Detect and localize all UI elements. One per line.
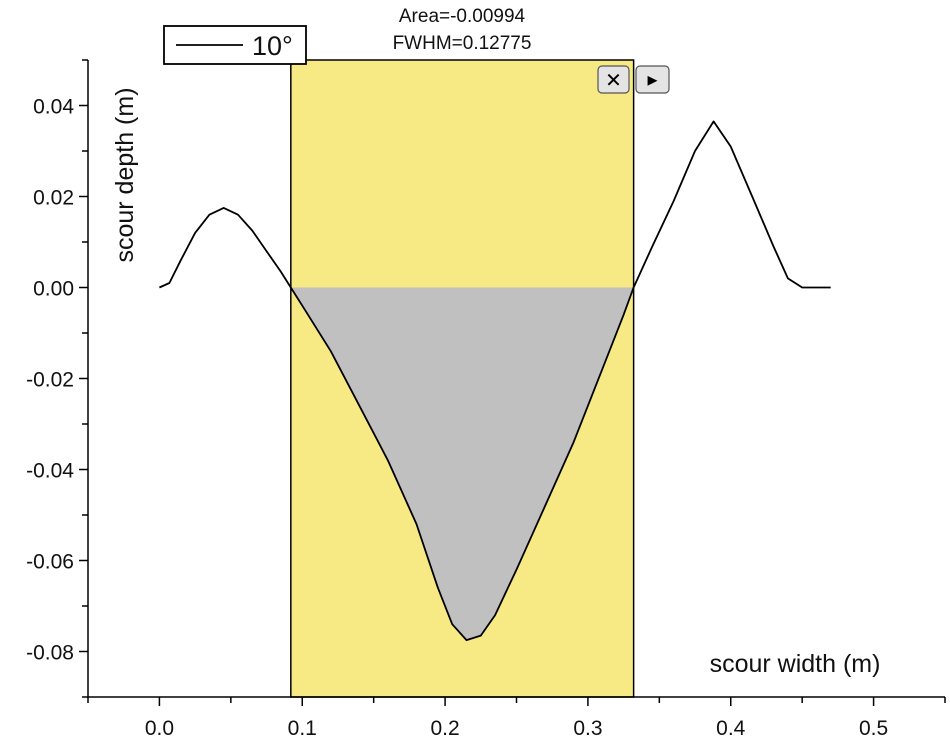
- x-axis-title: scour width (m): [710, 650, 881, 678]
- y-tick-label: 0.02: [33, 187, 74, 210]
- legend: 10°: [163, 25, 307, 65]
- y-tick-label: -0.06: [26, 551, 74, 574]
- legend-label: 10°: [252, 31, 293, 61]
- close-button-frame[interactable]: [597, 65, 630, 94]
- y-tick-label: -0.04: [26, 460, 74, 483]
- series-line-10-deg: [159, 120, 831, 641]
- y-tick-label: 0.00: [33, 278, 74, 301]
- integrated-area-fill: [290, 287, 634, 641]
- expand-button-frame[interactable]: [635, 65, 670, 94]
- y-axis-title: scour depth (m): [111, 87, 139, 262]
- x-tick-label: 0.2: [430, 717, 459, 740]
- x-tick-label: 0.5: [859, 717, 888, 740]
- x-tick-label: 0.4: [716, 717, 746, 740]
- x-tick-label: 0.0: [145, 717, 174, 740]
- y-tick-label: -0.02: [26, 369, 74, 392]
- x-tick-label: 0.3: [573, 717, 602, 740]
- y-tick-label: 0.04: [33, 96, 74, 119]
- fwhm-annotation: FWHM=0.12775: [393, 33, 532, 54]
- y-tick-label: -0.08: [26, 642, 74, 665]
- play-arrow-icon[interactable]: ▸: [647, 67, 657, 91]
- x-tick-label: 0.1: [288, 717, 317, 740]
- area-annotation: Area=-0.00994: [399, 6, 526, 27]
- close-icon[interactable]: ✕: [605, 68, 622, 92]
- close-region-button[interactable]: ✕: [597, 65, 630, 94]
- expand-menu-button[interactable]: ▸: [635, 65, 670, 94]
- y-axis-ticks: 0.04 0.02 0.00 -0.02 -0.04 -0.06 -0.08: [26, 59, 88, 698]
- x-axis-ticks: 0.0 0.1 0.2 0.3 0.4 0.5: [87, 697, 946, 740]
